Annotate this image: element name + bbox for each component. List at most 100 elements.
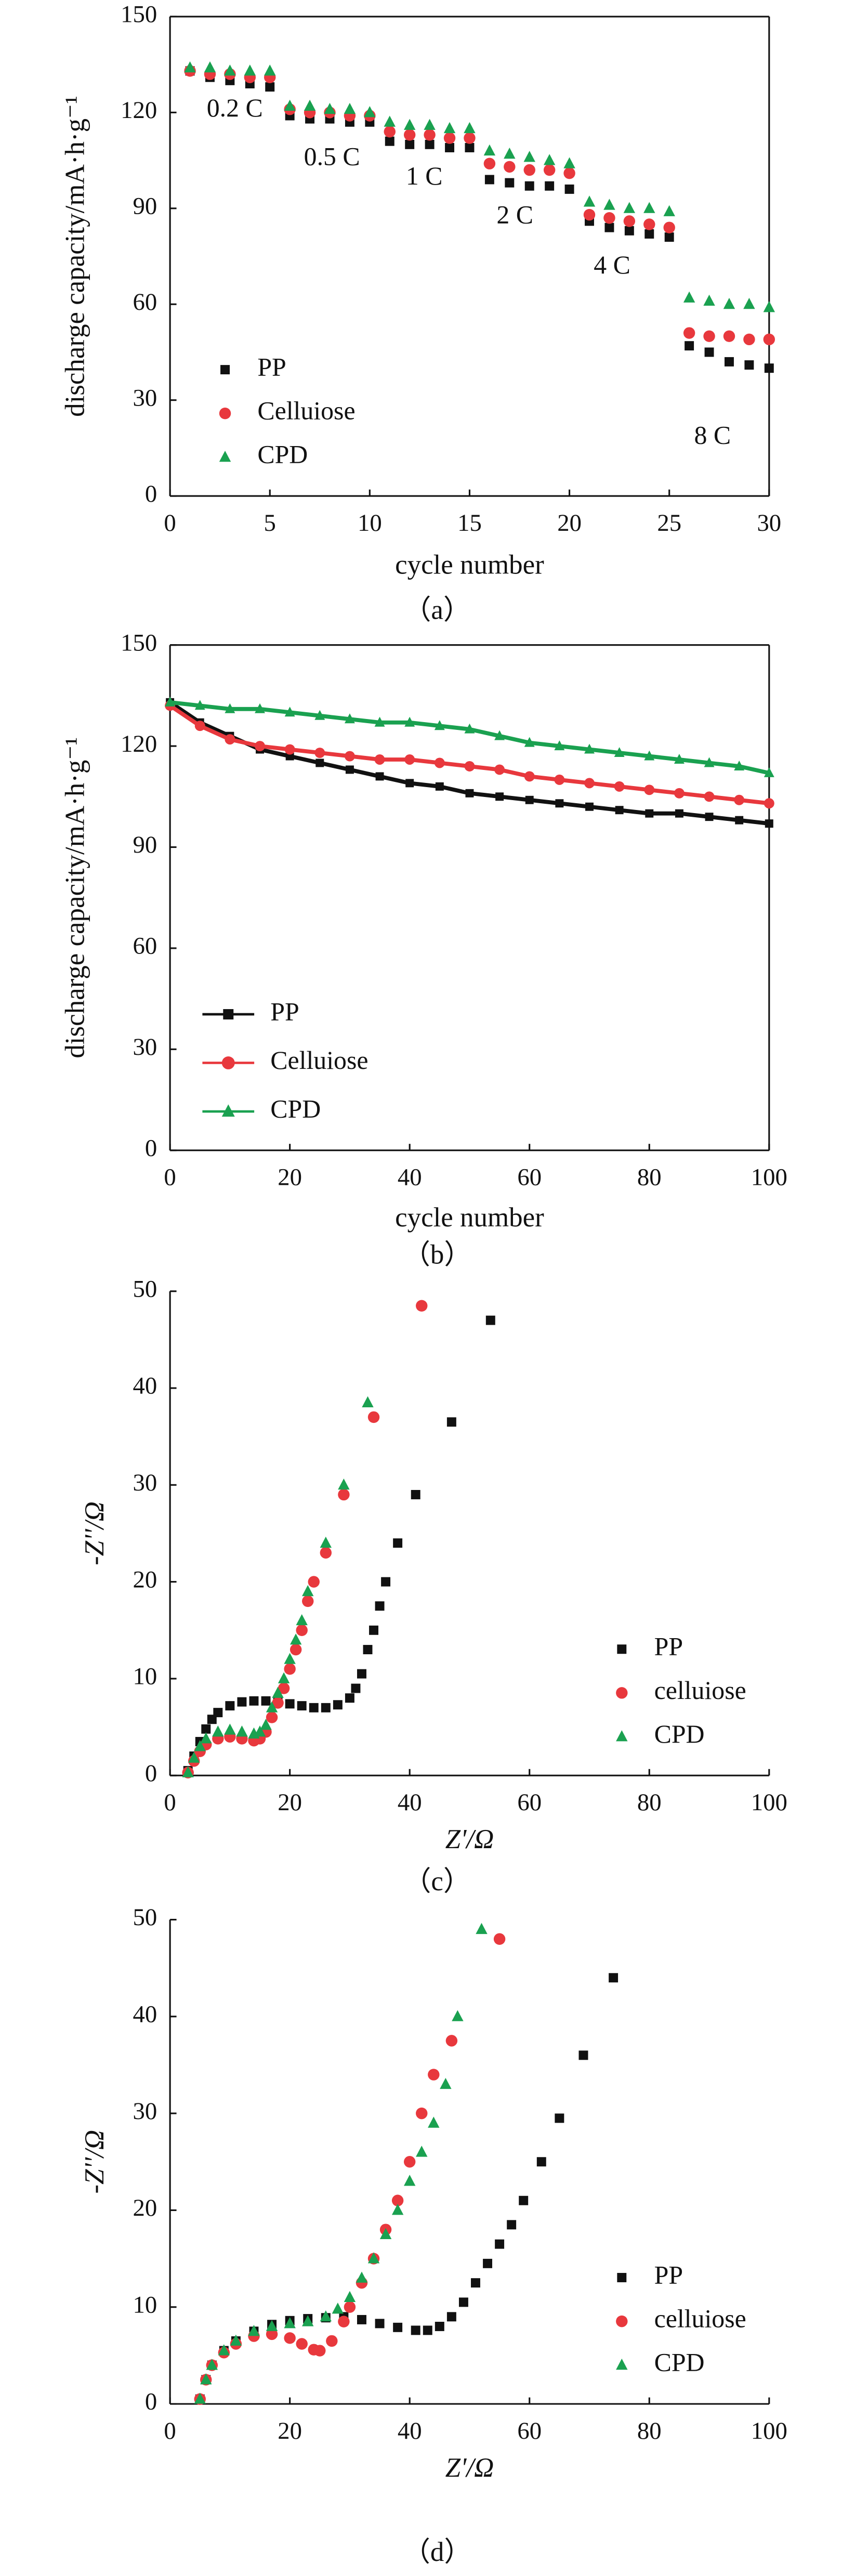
marker: [385, 136, 394, 146]
marker: [374, 754, 385, 765]
marker: [524, 771, 535, 782]
marker: [194, 721, 205, 731]
x-tick-label: 60: [517, 1163, 542, 1191]
marker: [616, 1687, 628, 1699]
marker: [405, 779, 414, 788]
y-tick-label: 30: [133, 1469, 157, 1496]
x-axis-label: Z'/Ω: [445, 1824, 494, 1854]
marker: [428, 2116, 440, 2128]
marker: [297, 1701, 307, 1711]
marker: [425, 139, 435, 149]
marker: [324, 102, 336, 114]
marker: [704, 791, 715, 802]
marker: [284, 1653, 296, 1664]
marker: [326, 2335, 338, 2347]
marker: [494, 730, 505, 740]
marker: [200, 2373, 212, 2385]
x-tick-label: 0: [164, 2417, 176, 2444]
marker: [338, 2316, 350, 2327]
marker: [483, 2258, 493, 2268]
marker: [261, 1696, 271, 1706]
marker: [724, 357, 734, 367]
marker: [464, 723, 475, 734]
marker: [416, 2107, 428, 2120]
annotation: 8 C: [694, 421, 731, 449]
marker: [308, 1576, 320, 1588]
marker: [404, 754, 415, 765]
marker: [505, 178, 515, 188]
marker: [184, 61, 196, 73]
marker: [332, 2303, 344, 2314]
marker: [583, 208, 596, 221]
marker: [345, 765, 354, 774]
marker: [225, 734, 235, 745]
y-tick-label: 90: [133, 193, 157, 220]
marker: [194, 700, 205, 710]
marker: [351, 1683, 361, 1693]
caption: （b）: [403, 1239, 471, 1270]
marker: [403, 2156, 416, 2168]
marker: [495, 2239, 505, 2249]
marker: [381, 1577, 391, 1587]
marker: [494, 764, 505, 775]
marker: [375, 1601, 385, 1611]
legend-label: PP: [270, 997, 299, 1026]
x-tick-label: 30: [757, 509, 781, 537]
marker: [236, 1725, 248, 1737]
marker: [363, 1645, 373, 1655]
marker: [446, 2312, 456, 2322]
marker: [345, 1693, 354, 1703]
marker: [734, 794, 745, 805]
marker: [223, 1009, 234, 1019]
marker: [623, 215, 636, 227]
marker: [765, 819, 773, 828]
marker: [543, 154, 556, 165]
annotation: 4 C: [594, 251, 630, 279]
marker: [424, 119, 436, 130]
legend-label: PP: [257, 353, 286, 382]
y-tick-label: 0: [145, 1760, 157, 1787]
marker: [338, 1488, 350, 1501]
marker: [302, 1585, 314, 1597]
annotation: 1 C: [406, 162, 443, 190]
annotation: 0.2 C: [207, 94, 263, 122]
marker: [182, 1766, 194, 1777]
marker: [584, 743, 595, 754]
marker: [213, 1708, 223, 1718]
x-tick-label: 60: [517, 1789, 542, 1816]
y-tick-label: 90: [133, 831, 157, 858]
marker: [703, 294, 715, 306]
x-tick-label: 60: [517, 2417, 542, 2444]
y-axis-label: discharge capacity/mA·h·g⁻¹: [60, 96, 90, 417]
x-tick-label: 0: [164, 509, 176, 537]
marker: [685, 341, 694, 351]
x-tick-label: 0: [164, 1163, 176, 1191]
marker: [435, 782, 444, 791]
y-tick-label: 50: [133, 1904, 157, 1931]
marker: [201, 1724, 211, 1734]
marker: [255, 741, 265, 752]
x-tick-label: 0: [164, 1789, 176, 1816]
legend-label: Celluiose: [257, 397, 355, 425]
x-tick-label: 20: [278, 2417, 302, 2444]
legend-label: CPD: [654, 2348, 705, 2377]
marker: [356, 2271, 368, 2283]
marker: [644, 784, 655, 795]
marker: [290, 1633, 302, 1645]
marker: [764, 363, 774, 373]
caption: （a）: [403, 595, 470, 625]
marker: [225, 1701, 235, 1711]
legend-label: celluiose: [654, 2305, 746, 2333]
marker: [284, 99, 296, 111]
marker: [272, 1686, 284, 1698]
marker: [405, 139, 415, 149]
marker: [290, 1643, 302, 1656]
marker: [644, 750, 655, 761]
y-axis-label: discharge capacity/mA·h·g⁻¹: [60, 737, 90, 1058]
marker: [675, 809, 683, 818]
marker: [616, 2358, 628, 2370]
marker: [266, 1701, 278, 1712]
marker: [224, 64, 236, 76]
